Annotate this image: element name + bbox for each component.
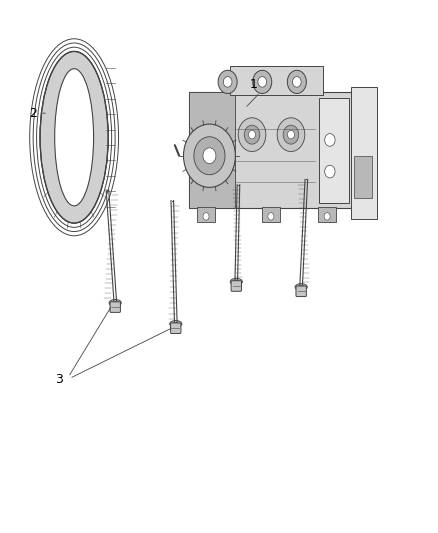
FancyBboxPatch shape <box>354 156 372 198</box>
Ellipse shape <box>42 55 106 219</box>
Circle shape <box>238 118 266 151</box>
FancyBboxPatch shape <box>170 323 181 334</box>
Circle shape <box>203 148 216 164</box>
FancyBboxPatch shape <box>296 286 306 296</box>
Circle shape <box>293 77 301 87</box>
Text: 2: 2 <box>29 107 37 120</box>
Circle shape <box>287 131 294 139</box>
Ellipse shape <box>295 284 307 290</box>
FancyBboxPatch shape <box>318 207 336 222</box>
Circle shape <box>194 137 225 175</box>
FancyBboxPatch shape <box>319 98 349 203</box>
FancyBboxPatch shape <box>231 281 241 292</box>
Circle shape <box>249 131 255 139</box>
FancyBboxPatch shape <box>110 302 120 312</box>
FancyBboxPatch shape <box>198 207 215 222</box>
FancyBboxPatch shape <box>262 207 279 222</box>
Circle shape <box>268 213 274 220</box>
Ellipse shape <box>233 280 239 284</box>
Text: 1: 1 <box>250 78 258 91</box>
Text: 3: 3 <box>55 374 63 386</box>
Circle shape <box>324 213 330 220</box>
Circle shape <box>277 118 305 151</box>
Circle shape <box>184 124 235 188</box>
Ellipse shape <box>170 320 182 327</box>
FancyBboxPatch shape <box>351 87 377 219</box>
FancyBboxPatch shape <box>230 66 324 95</box>
Circle shape <box>253 70 272 93</box>
Ellipse shape <box>298 285 304 289</box>
Circle shape <box>325 165 335 178</box>
Ellipse shape <box>112 301 118 304</box>
Ellipse shape <box>40 52 108 223</box>
Ellipse shape <box>230 278 242 285</box>
FancyBboxPatch shape <box>189 92 353 208</box>
Circle shape <box>203 213 209 220</box>
Ellipse shape <box>109 300 121 306</box>
Circle shape <box>244 125 260 144</box>
Ellipse shape <box>55 69 94 206</box>
Circle shape <box>325 134 335 146</box>
Circle shape <box>283 125 299 144</box>
Ellipse shape <box>173 322 179 326</box>
Circle shape <box>258 77 267 87</box>
Circle shape <box>218 70 237 93</box>
Circle shape <box>223 77 232 87</box>
Circle shape <box>287 70 306 93</box>
FancyBboxPatch shape <box>189 92 235 208</box>
